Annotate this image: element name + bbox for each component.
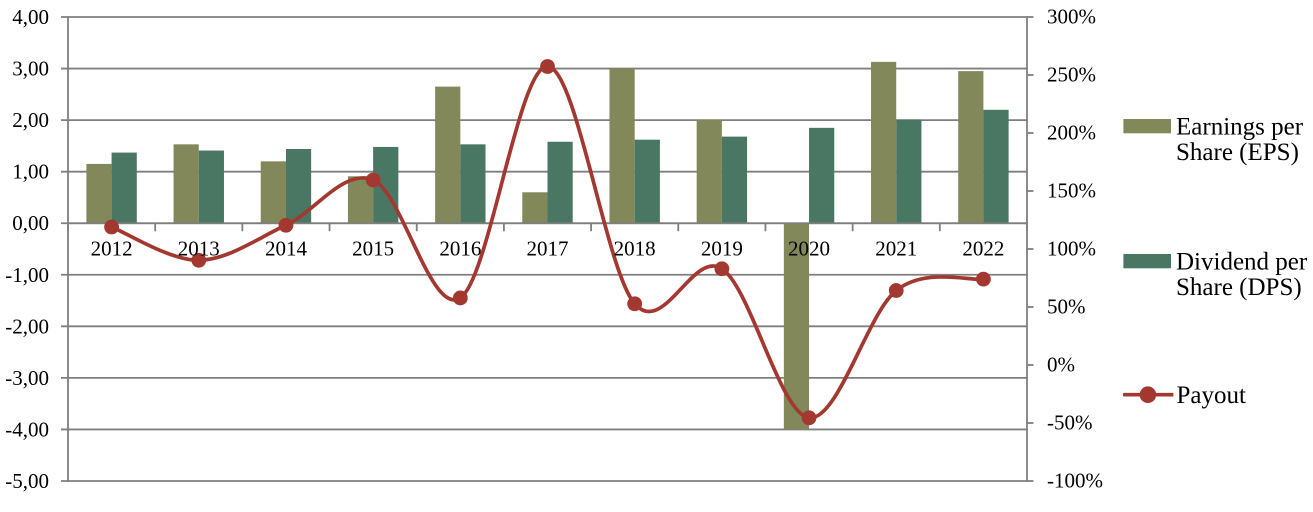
svg-text:Share (DPS): Share (DPS) xyxy=(1176,274,1302,301)
svg-text:2019: 2019 xyxy=(701,237,743,261)
svg-text:-4,00: -4,00 xyxy=(5,417,49,441)
svg-text:Dividend per: Dividend per xyxy=(1176,249,1308,276)
svg-text:2020: 2020 xyxy=(788,237,830,261)
svg-text:0%: 0% xyxy=(1047,353,1075,377)
svg-text:2,00: 2,00 xyxy=(12,108,49,132)
svg-text:2013: 2013 xyxy=(178,237,220,261)
svg-text:2021: 2021 xyxy=(875,237,917,261)
svg-text:2012: 2012 xyxy=(91,237,133,261)
svg-text:2022: 2022 xyxy=(962,237,1004,261)
svg-text:Payout: Payout xyxy=(1177,382,1247,409)
svg-text:3,00: 3,00 xyxy=(12,57,49,81)
svg-text:-5,00: -5,00 xyxy=(5,469,49,493)
svg-text:150%: 150% xyxy=(1047,179,1096,203)
svg-text:Share (EPS): Share (EPS) xyxy=(1176,139,1299,166)
svg-text:-1,00: -1,00 xyxy=(5,263,49,287)
svg-text:2016: 2016 xyxy=(439,237,481,261)
svg-text:0,00: 0,00 xyxy=(12,211,49,235)
svg-text:-100%: -100% xyxy=(1047,469,1103,493)
svg-text:1,00: 1,00 xyxy=(12,160,49,184)
svg-text:250%: 250% xyxy=(1047,63,1096,87)
svg-text:200%: 200% xyxy=(1047,121,1096,145)
svg-text:-3,00: -3,00 xyxy=(5,366,49,390)
svg-text:2017: 2017 xyxy=(527,237,569,261)
svg-text:-50%: -50% xyxy=(1047,411,1093,435)
svg-text:2014: 2014 xyxy=(265,237,308,261)
svg-text:4,00: 4,00 xyxy=(12,5,49,29)
svg-text:300%: 300% xyxy=(1047,5,1096,29)
svg-text:100%: 100% xyxy=(1047,237,1096,261)
svg-text:2018: 2018 xyxy=(614,237,656,261)
svg-text:2015: 2015 xyxy=(352,237,394,261)
svg-text:Earnings per: Earnings per xyxy=(1176,114,1304,141)
svg-text:50%: 50% xyxy=(1047,295,1086,319)
svg-text:-2,00: -2,00 xyxy=(5,314,49,338)
